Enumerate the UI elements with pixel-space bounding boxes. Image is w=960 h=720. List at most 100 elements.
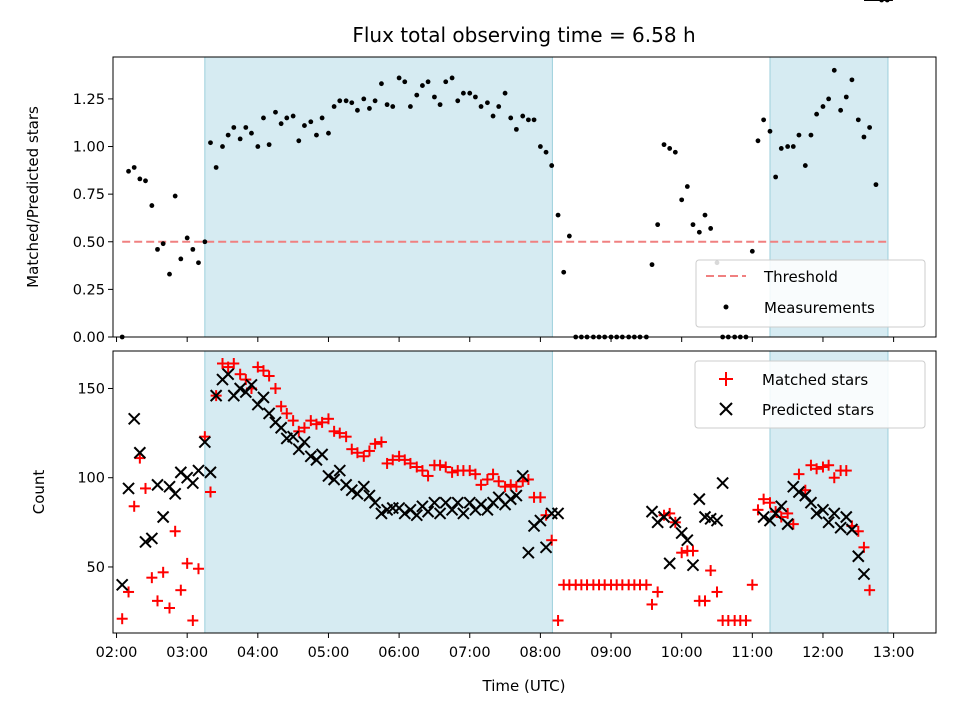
matched-star-point [746, 579, 758, 591]
predicted-star-point [757, 510, 770, 524]
measurement-point [473, 94, 478, 100]
measurement-point [508, 115, 514, 121]
matched-star-point [805, 459, 817, 471]
matched-star-point [393, 450, 405, 462]
top-y-tick-label: 0.50 [73, 235, 105, 251]
measurement-point [402, 79, 408, 85]
predicted-star-point [139, 535, 152, 549]
measurement-point [278, 121, 284, 127]
matched-star-point [828, 472, 840, 484]
measurement-point [432, 94, 437, 100]
matched-star-point [363, 445, 375, 457]
matched-star-point [269, 382, 281, 394]
matched-star-point [758, 493, 770, 505]
predicted-star-point [828, 507, 841, 520]
measurement-point [249, 130, 254, 136]
measurement-point [790, 144, 796, 149]
top-plot-frame [112, 56, 937, 338]
bottom-y-axis-ticks: 50 100 150 [77, 381, 113, 576]
measurement-point [449, 75, 455, 81]
matched-star-point [157, 566, 169, 578]
measurement-point [826, 96, 832, 102]
matched-star-point [404, 457, 416, 469]
measurement-point [213, 165, 219, 170]
predicted-star-point [681, 533, 694, 547]
measurement-point [555, 212, 561, 218]
matched-star-point [316, 416, 328, 428]
predicted-star-point [115, 578, 129, 592]
x-tick-label: 06:00 [378, 645, 420, 661]
matched-star-point [840, 465, 852, 477]
predicted-star-point [792, 485, 806, 499]
measurement-point [425, 79, 431, 85]
matched-star-point [640, 579, 652, 591]
measurement-point [196, 260, 201, 266]
predicted-star-point [816, 503, 830, 517]
predicted-star-point [322, 469, 335, 483]
predicted-star-point [775, 500, 788, 513]
measurement-point [190, 246, 196, 252]
matched-star-point [164, 602, 176, 614]
matched-star-point [187, 615, 199, 627]
predicted-star-point [763, 514, 777, 527]
measurement-point [796, 132, 802, 138]
predicted-star-point [840, 510, 853, 524]
matched-star-point [416, 465, 428, 477]
predicted-star-point [845, 523, 859, 536]
matched-legend-label: Matched stars [762, 371, 868, 389]
matched-star-point [287, 415, 299, 427]
measurement-point [126, 168, 131, 174]
top-y-axis-label: Matched/Predicted stars [24, 106, 42, 288]
matched-star-point [146, 572, 158, 584]
top-legend-box [695, 259, 926, 328]
measurement-point [460, 90, 466, 96]
predicted-star-point [522, 546, 535, 559]
predicted-star-point [445, 503, 459, 517]
measurement-point [349, 100, 355, 106]
matched-star-point [263, 370, 275, 382]
top-y-tick-label: 1.25 [73, 92, 105, 108]
top-x-axis-ticks [116, 337, 895, 342]
predicted-star-point [262, 407, 276, 420]
matched-star-point [499, 481, 511, 493]
predicted-star-point [534, 514, 547, 527]
predicted-star-point [686, 558, 700, 572]
predicted-star-point [539, 541, 553, 554]
measurement-point [561, 269, 567, 275]
matched-star-point [123, 586, 135, 598]
matched-star-point [522, 474, 534, 486]
measurement-point [467, 90, 473, 96]
matched-star-point [440, 461, 452, 473]
predicted-star-point [204, 466, 217, 479]
matched-star-point [340, 431, 352, 443]
predicted-star-point [192, 464, 205, 477]
matched-star-point [281, 407, 293, 419]
measurement-point [237, 136, 243, 142]
matched-star-point [510, 481, 522, 493]
predicted-star-point [799, 489, 812, 502]
matched-star-point [469, 468, 481, 480]
top-legend: Threshold Measurements [695, 259, 926, 328]
predicted-star-point [292, 442, 306, 456]
top-y-tick-label: 0.00 [73, 330, 105, 346]
matched-star-point [310, 418, 322, 430]
matched-star-point [375, 436, 387, 448]
predicted-star-point [451, 496, 464, 509]
x-axis-label: Time (UTC) [482, 677, 566, 695]
predicted-star-point [245, 378, 258, 392]
predicted-star-point [298, 435, 311, 449]
matched-star-point [192, 563, 204, 575]
predicted-star-point [693, 492, 706, 506]
measurement-point [337, 98, 343, 104]
predicted-star-point [156, 510, 170, 524]
predicted-star-point [221, 367, 235, 381]
matched-star-point [475, 479, 487, 491]
matched-star-point [204, 486, 216, 498]
predicted-star-point [822, 516, 835, 529]
predicted-star-point [286, 430, 300, 443]
matched-star-point [139, 482, 151, 494]
matched-star-point [811, 463, 823, 475]
predicted-star-point [834, 521, 847, 534]
measurement-point [755, 138, 761, 144]
